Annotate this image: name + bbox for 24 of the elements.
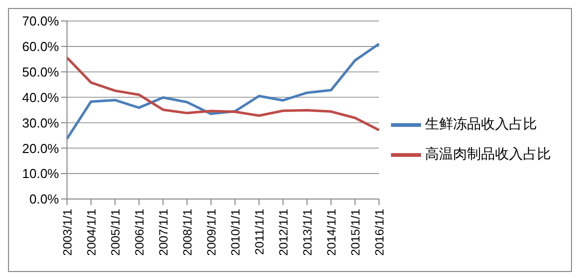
y-tick-label: 60.0%	[22, 39, 60, 54]
x-tick-label: 2015/1/1	[348, 208, 363, 256]
legend-label: 生鲜冻品收入占比	[425, 116, 537, 132]
x-tick-label: 2013/1/1	[300, 208, 315, 256]
x-tick-label: 2008/1/1	[180, 208, 195, 256]
y-tick-label: 20.0%	[22, 140, 60, 156]
y-tick-label: 50.0%	[22, 64, 60, 80]
x-tick-label: 2010/1/1	[228, 208, 243, 256]
x-tick-label: 2016/1/1	[372, 208, 387, 256]
y-tick-label: 0.0%	[29, 192, 60, 207]
x-tick-label: 2003/1/1	[60, 208, 75, 256]
x-tick-label: 2014/1/1	[324, 208, 339, 256]
y-tick-label: 10.0%	[22, 166, 60, 182]
y-tick-label: 40.0%	[22, 90, 60, 105]
x-tick-label: 2004/1/1	[84, 208, 99, 256]
x-tick-label: 2005/1/1	[108, 208, 123, 256]
legend-label: 高温肉制品收入占比	[425, 146, 551, 162]
x-tick-label: 2011/1/1	[252, 208, 267, 255]
x-tick-label: 2009/1/1	[204, 208, 219, 256]
y-tick-label: 30.0%	[22, 115, 60, 130]
x-tick-label: 2012/1/1	[276, 208, 291, 256]
x-tick-label: 2007/1/1	[156, 208, 171, 256]
y-tick-label: 70.0%	[22, 14, 60, 29]
x-tick-label: 2006/1/1	[132, 208, 147, 256]
